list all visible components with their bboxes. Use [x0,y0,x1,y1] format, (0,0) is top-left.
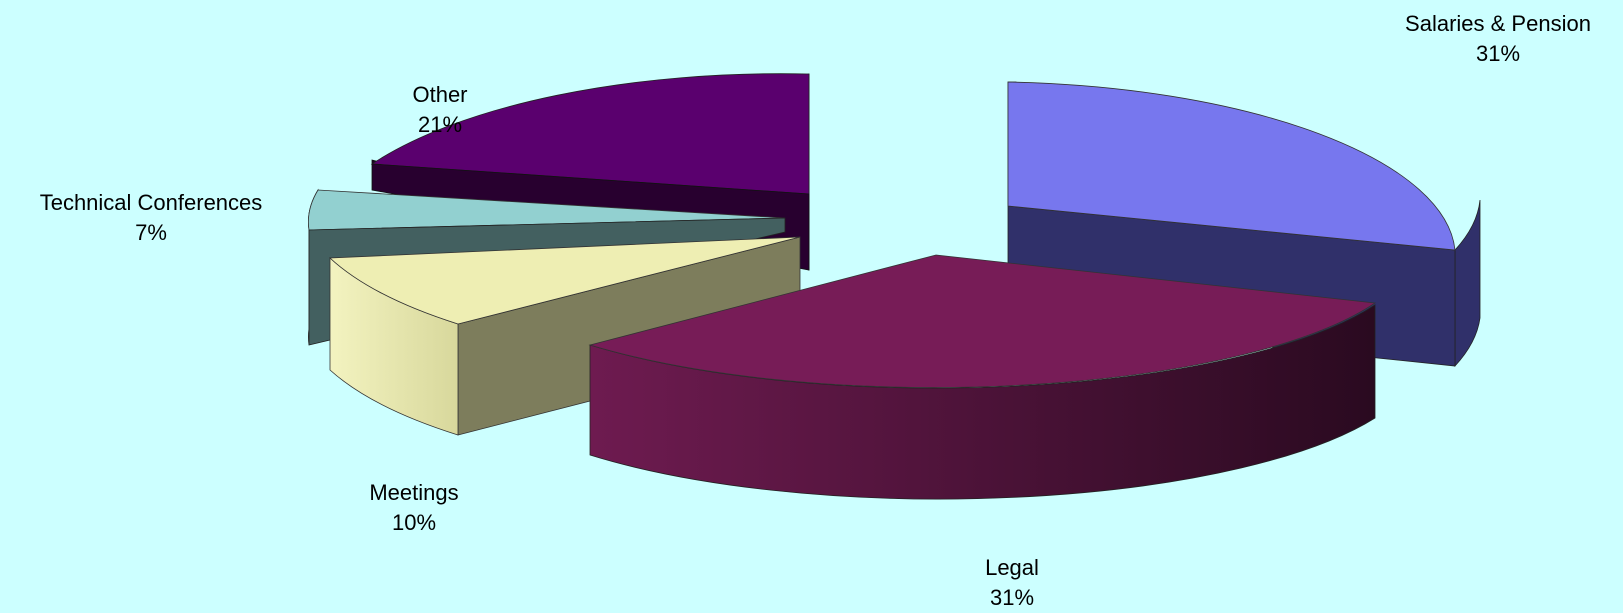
slice-salaries-pension-side [1454,199,1481,368]
label-other-name: Other [412,82,468,107]
label-other: Other 21% [412,80,467,140]
label-legal-name: Legal [985,555,1039,580]
label-meetings-value: 10% [391,510,437,535]
label-technical-conferences-value: 7% [135,220,167,245]
label-technical-conferences-name: Technical Conferences [39,190,263,215]
slice-other-top [370,73,810,195]
label-salaries-pension-value: 31% [1475,41,1521,66]
label-salaries-pension: Salaries & Pension 31% [1405,9,1591,69]
label-meetings-name: Meetings [369,480,459,505]
label-legal: Legal 31% [985,553,1039,613]
label-meetings: Meetings 10% [369,478,458,538]
slice-salaries-pension-top [1007,81,1456,251]
label-legal-value: 31% [989,585,1035,610]
label-salaries-pension-name: Salaries & Pension [1405,11,1591,36]
slice-legal-top [588,254,1377,388]
label-other-value: 21% [417,112,463,137]
label-technical-conferences: Technical Conferences 7% [40,188,263,248]
slice-legal [588,254,1377,500]
slice-meetings-top [329,236,801,325]
slice-legal-side [589,304,1376,500]
